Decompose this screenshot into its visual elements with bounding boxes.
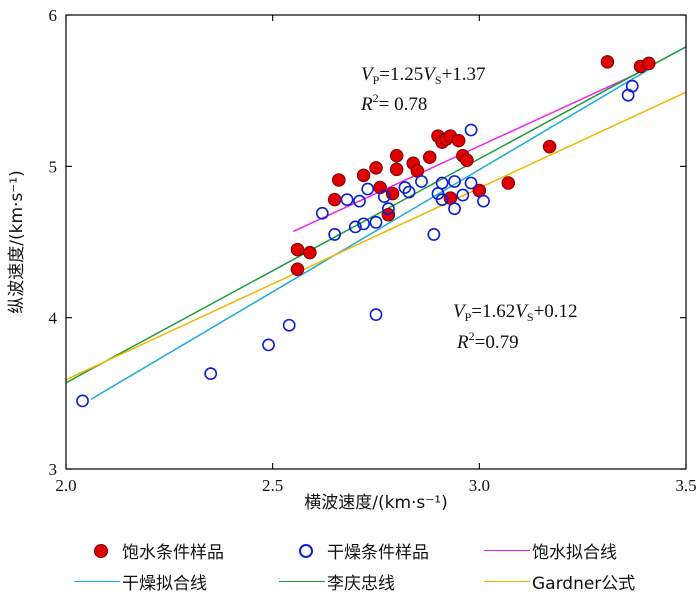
legend-label: 饱水拟合线: [532, 543, 617, 563]
saturated-sample-point: [501, 176, 516, 190]
dry-sample-point: [76, 394, 89, 408]
saturated-sample-point: [542, 139, 557, 154]
y-tick-label: 3: [49, 460, 58, 479]
legend-item-saturated-samples: 饱水条件样品: [70, 538, 275, 563]
legend-item-dry-fit: 干燥拟合线: [70, 569, 275, 594]
saturated-sample-point: [290, 262, 305, 276]
saturated-fit-r2: R2= 0.78: [360, 91, 427, 115]
dry-sample-point: [357, 217, 370, 231]
saturated-sample-point: [600, 55, 615, 69]
legend-label: 干燥条件样品: [327, 543, 429, 563]
dry-sample-point: [348, 220, 362, 234]
dry-sample-point: [204, 367, 218, 381]
dry-sample-point: [340, 193, 354, 207]
saturated-sample-point: [327, 192, 342, 207]
dry-sample-point: [361, 182, 375, 196]
saturated-sample-point: [303, 245, 317, 260]
red-dot-marker-icon: [70, 541, 122, 561]
x-tick-label: 3.5: [675, 476, 696, 495]
dry-sample-point: [427, 228, 441, 241]
legend-item-li-qingzhong: 李庆忠线: [275, 569, 480, 594]
legend: 饱水条件样品 干燥条件样品 饱水拟合线 干燥拟合线 李庆忠线 Gardner公式: [70, 535, 690, 597]
y-tick-label: 5: [49, 157, 58, 176]
magenta-line-icon: [480, 541, 532, 561]
saturated-sample-point: [642, 56, 656, 71]
dry-sample-point: [315, 206, 329, 220]
legend-item-dry-samples: 干燥条件样品: [275, 538, 480, 563]
saturated-sample-point: [369, 161, 383, 175]
dry-sample-point: [448, 202, 461, 216]
saturated-sample-point: [422, 150, 437, 165]
dry-sample-point: [448, 175, 461, 188]
li-qingzhong-line: [65, 46, 687, 384]
orange-line-icon: [480, 572, 532, 592]
legend-label: 饱水条件样品: [122, 543, 224, 563]
y-tick-label: 4: [49, 309, 58, 328]
dry-sample-point: [625, 79, 639, 93]
dry-sample-point: [435, 176, 449, 190]
plot-frame: [65, 14, 687, 470]
saturated-sample-point: [460, 153, 474, 168]
dry-sample-point: [464, 176, 478, 190]
points-layer: [76, 55, 656, 408]
dry-sample-point: [464, 123, 478, 137]
dry-sample-point: [328, 228, 342, 241]
green-line-icon: [275, 572, 327, 592]
dry-fit-line: [90, 68, 650, 401]
ticks-layer: 2.0 2.5 3.0 3.5 3 4 5 6: [49, 6, 697, 495]
saturated-sample-point: [290, 242, 305, 257]
legend-item-saturated-fit: 饱水拟合线: [480, 538, 685, 563]
dry-sample-point: [282, 318, 296, 332]
blue-circle-marker-icon: [275, 541, 327, 561]
gardner-line: [65, 91, 687, 381]
legend-item-gardner: Gardner公式: [480, 569, 685, 594]
dry-sample-point: [398, 181, 412, 194]
dry-sample-point: [381, 202, 395, 216]
y-tick-label: 6: [49, 6, 58, 25]
x-tick-label: 3.0: [469, 476, 490, 495]
saturated-sample-point: [356, 168, 371, 183]
saturated-sample-point: [451, 133, 466, 148]
dry-sample-point: [456, 188, 470, 202]
dry-fit-equation: VP=1.62VS+0.12: [453, 301, 578, 324]
legend-row: 饱水条件样品 干燥条件样品 饱水拟合线: [70, 535, 690, 566]
legend-label: Gardner公式: [532, 574, 636, 594]
dry-sample-point: [369, 215, 383, 229]
scatter-chart: 2.0 2.5 3.0 3.5 3 4 5 6 横波速度/(km·s⁻¹) 纵波速度/(km·…: [7, 6, 697, 513]
y-axis-label: 纵波速度/(km·s⁻¹): [7, 170, 27, 313]
cyan-line-icon: [70, 572, 122, 592]
dry-sample-point: [377, 190, 391, 203]
dry-sample-point: [435, 193, 449, 207]
dry-fit-r2: R2=0.79: [456, 329, 519, 353]
x-tick-label: 2.5: [262, 476, 283, 495]
legend-label: 李庆忠线: [327, 574, 395, 594]
saturated-sample-point: [389, 162, 404, 177]
dry-sample-point: [369, 308, 383, 322]
dry-sample-point: [353, 194, 366, 208]
saturated-fit-equation: VP=1.25VS+1.37: [361, 64, 486, 87]
dry-sample-point: [262, 338, 275, 352]
dry-sample-point: [415, 175, 428, 188]
saturated-sample-point: [332, 173, 346, 187]
dry-sample-point: [477, 194, 490, 208]
legend-row: 干燥拟合线 李庆忠线 Gardner公式: [70, 566, 690, 597]
dry-sample-point: [402, 185, 416, 199]
legend-label: 干燥拟合线: [122, 574, 207, 594]
x-tick-label: 2.0: [55, 476, 76, 495]
saturated-sample-point: [389, 148, 404, 163]
x-axis-label: 横波速度/(km·s⁻¹): [304, 493, 447, 513]
